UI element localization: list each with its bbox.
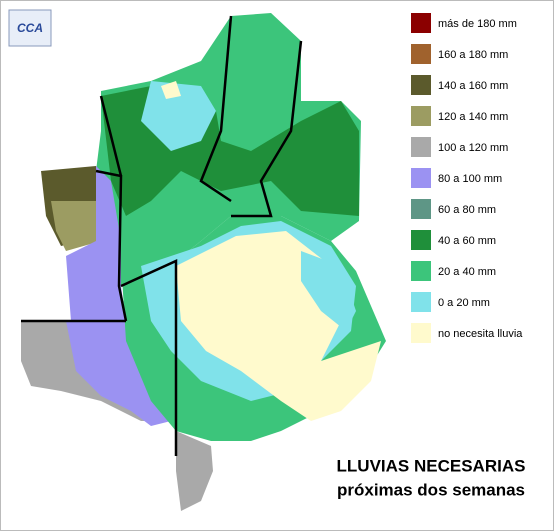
logo-box xyxy=(8,9,52,47)
legend-label: 60 a 80 mm xyxy=(438,204,496,216)
legend-swatch xyxy=(411,106,431,126)
border xyxy=(21,15,303,456)
legend-swatch xyxy=(411,44,431,64)
legend-swatch xyxy=(411,168,431,188)
legend-label: 0 a 20 mm xyxy=(438,297,490,309)
region xyxy=(161,81,181,99)
region xyxy=(176,431,213,511)
legend-swatch xyxy=(411,292,431,312)
legend-label: 120 a 140 mm xyxy=(438,111,508,123)
legend-swatch xyxy=(411,261,431,281)
legend-label: 140 a 160 mm xyxy=(438,80,508,92)
legend-swatch xyxy=(411,230,431,250)
title-line2: próximas dos semanas xyxy=(337,480,525,499)
legend-swatch xyxy=(411,199,431,219)
legend-label: 40 a 60 mm xyxy=(438,235,496,247)
legend-label: 80 a 100 mm xyxy=(438,173,502,185)
title-line1: LLUVIAS NECESARIAS xyxy=(337,456,526,475)
region xyxy=(51,201,101,251)
region xyxy=(141,81,216,151)
legend-label: no necesita lluvia xyxy=(438,328,523,340)
legend-label: 160 a 180 mm xyxy=(438,49,508,61)
legend-label: 100 a 120 mm xyxy=(438,142,508,154)
legend-swatch xyxy=(411,75,431,95)
logo: CCA xyxy=(17,21,43,35)
region xyxy=(301,251,356,331)
legend-swatch xyxy=(411,323,431,343)
legend-swatch xyxy=(411,137,431,157)
legend-swatch xyxy=(411,13,431,33)
legend-label: 20 a 40 mm xyxy=(438,266,496,278)
region xyxy=(66,166,126,321)
legend-label: más de 180 mm xyxy=(438,18,517,30)
